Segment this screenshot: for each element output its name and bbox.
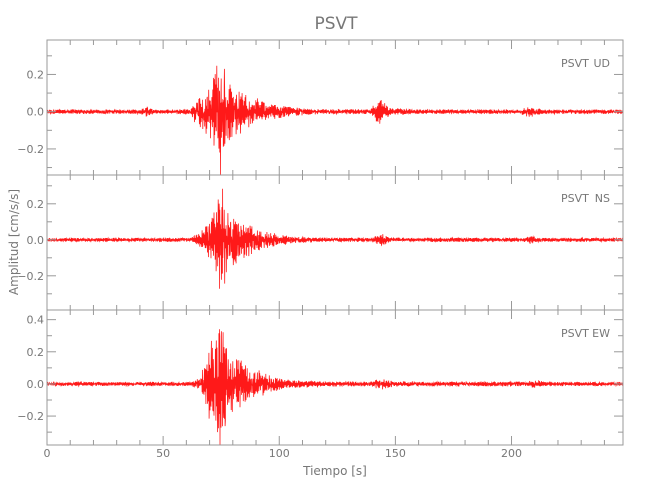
x-tick-label: 100 bbox=[269, 447, 290, 460]
y-tick-label: −0.2 bbox=[17, 143, 44, 156]
waveform-trace bbox=[46, 65, 624, 175]
panel-frame bbox=[46, 174, 624, 311]
y-tick-label: −0.2 bbox=[17, 410, 44, 423]
panel-component-label: EW bbox=[592, 327, 610, 340]
waveform-trace bbox=[46, 188, 624, 289]
y-tick-label: 0.4 bbox=[27, 314, 45, 327]
y-tick-label: 0.2 bbox=[27, 198, 45, 211]
panel-component-label: UD bbox=[593, 57, 610, 70]
panel-frame bbox=[46, 39, 624, 176]
y-tick-label: 0.0 bbox=[27, 234, 45, 247]
panel-frame bbox=[46, 309, 624, 446]
panel-station-label: PSVT bbox=[561, 327, 589, 340]
y-tick-label: 0.0 bbox=[27, 106, 45, 119]
panel-ud: −0.2 0.0 0.2 PSVT UD bbox=[17, 39, 624, 176]
y-tick-label: −0.2 bbox=[17, 270, 44, 283]
x-tick-label: 50 bbox=[156, 447, 170, 460]
y-tick-label: 0.0 bbox=[27, 378, 45, 391]
y-tick-label: 0.2 bbox=[27, 68, 45, 81]
x-tick-label: 0 bbox=[44, 447, 51, 460]
y-axis-label: Amplitud [cm/s/s] bbox=[7, 189, 21, 295]
panel-station-label: PSVT bbox=[561, 192, 589, 205]
x-tick-label: 200 bbox=[501, 447, 522, 460]
x-tick-label: 150 bbox=[385, 447, 406, 460]
panel-ns: −0.2 0.0 0.2 PSVT NS bbox=[17, 174, 624, 311]
chart-title: PSVT bbox=[314, 14, 358, 34]
panel-component-label: NS bbox=[595, 192, 610, 205]
panel-ew: −0.2 0.0 0.2 0.4 PSVT EW bbox=[17, 309, 624, 446]
x-axis-label: Tiempo [s] bbox=[302, 464, 367, 478]
y-tick-label: 0.2 bbox=[27, 346, 45, 359]
waveform-trace bbox=[46, 329, 624, 445]
panel-station-label: PSVT bbox=[561, 57, 589, 70]
